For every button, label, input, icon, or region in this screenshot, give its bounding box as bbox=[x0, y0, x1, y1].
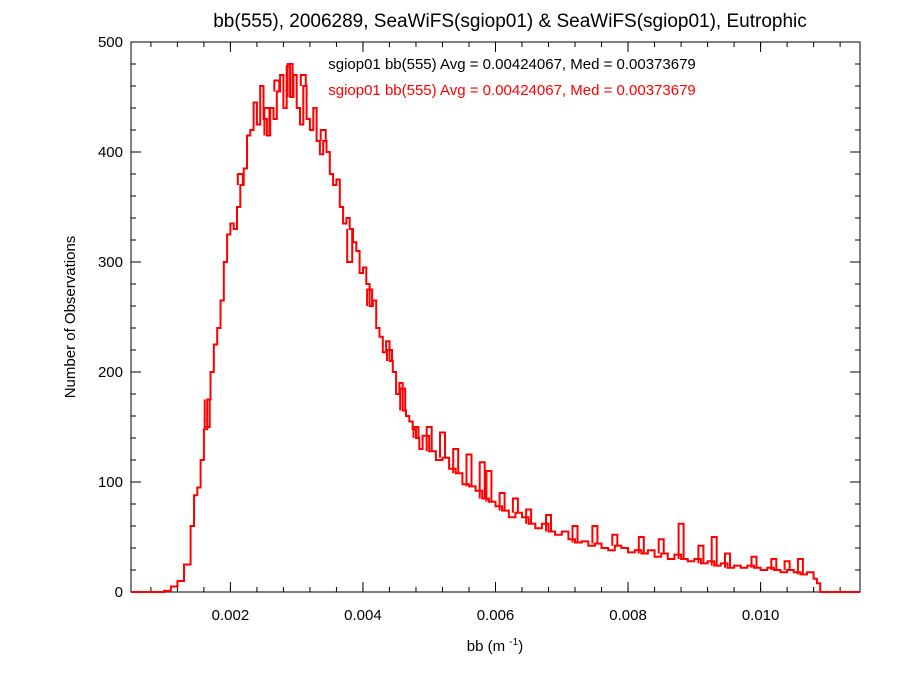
y-tick-label: 500 bbox=[98, 34, 123, 51]
histogram-bin-spike bbox=[439, 431, 446, 458]
histogram-bin-spike bbox=[286, 63, 294, 97]
histogram-bin-spike bbox=[412, 426, 420, 438]
histogram-bin-spike bbox=[611, 533, 619, 546]
histogram-bin-spike bbox=[677, 522, 685, 559]
histogram-bin-spike bbox=[657, 538, 665, 554]
chart-title: bb(555), 2006289, SeaWiFS(sgiop01) & Sea… bbox=[213, 11, 807, 32]
histogram-bin-spike bbox=[399, 387, 407, 411]
histogram-bin-spike bbox=[346, 229, 354, 263]
y-tick-label: 200 bbox=[98, 364, 123, 381]
histogram-bin-spike bbox=[273, 79, 281, 92]
histogram-bin-spike bbox=[386, 349, 393, 361]
y-tick-label: 300 bbox=[98, 254, 123, 271]
histogram-bin-spike bbox=[750, 555, 758, 568]
y-tick-label: 400 bbox=[98, 144, 123, 161]
histogram-bin-spike bbox=[498, 492, 506, 511]
x-tick-label: 0.008 bbox=[609, 607, 647, 624]
histogram-bin-spike bbox=[724, 552, 731, 568]
x-axis-label: bb (m -1) bbox=[467, 637, 523, 655]
histogram-bin-spike bbox=[485, 470, 493, 502]
x-tick-label: 0.010 bbox=[742, 607, 780, 624]
histogram-bin-spike bbox=[571, 525, 579, 543]
histogram-bin-spike bbox=[591, 525, 599, 544]
histogram-series-line bbox=[131, 65, 860, 593]
x-tick-label: 0.004 bbox=[344, 607, 382, 624]
histogram-bin-spike bbox=[465, 453, 473, 487]
histogram-bin-spike bbox=[478, 461, 486, 499]
histogram-bin-spike bbox=[697, 544, 705, 564]
histogram-bin-spike bbox=[710, 536, 718, 566]
histogram-bin-spike bbox=[796, 558, 804, 575]
histogram-bin-spike bbox=[299, 74, 307, 86]
x-tick-label: 0.006 bbox=[477, 607, 515, 624]
histogram-bin-spike bbox=[452, 448, 460, 474]
histogram-bin-spike bbox=[637, 536, 645, 554]
annotation-black: sgiop01 bb(555) Avg = 0.00424067, Med = … bbox=[328, 56, 696, 73]
histogram-bin-spike bbox=[366, 288, 374, 306]
histogram-bin-spike bbox=[425, 426, 433, 452]
histogram-bin-spike bbox=[319, 129, 327, 141]
annotation-red: sgiop01 bb(555) Avg = 0.00424067, Med = … bbox=[328, 82, 696, 99]
x-tick-label: 0.002 bbox=[212, 607, 250, 624]
histogram-bin-spike bbox=[783, 560, 791, 570]
histogram-bin-spike bbox=[203, 399, 211, 428]
y-axis-label: Number of Observations bbox=[62, 236, 79, 399]
y-tick-label: 100 bbox=[98, 474, 123, 491]
histogram-bin-spike bbox=[511, 497, 519, 513]
histogram-bin-spike bbox=[545, 514, 552, 532]
histogram-bin-spike bbox=[236, 173, 244, 185]
histogram-bin-spike bbox=[263, 107, 271, 136]
histogram-bin-spike bbox=[770, 558, 778, 570]
histogram-bin-spike bbox=[525, 508, 533, 524]
y-tick-label: 0 bbox=[115, 584, 123, 601]
